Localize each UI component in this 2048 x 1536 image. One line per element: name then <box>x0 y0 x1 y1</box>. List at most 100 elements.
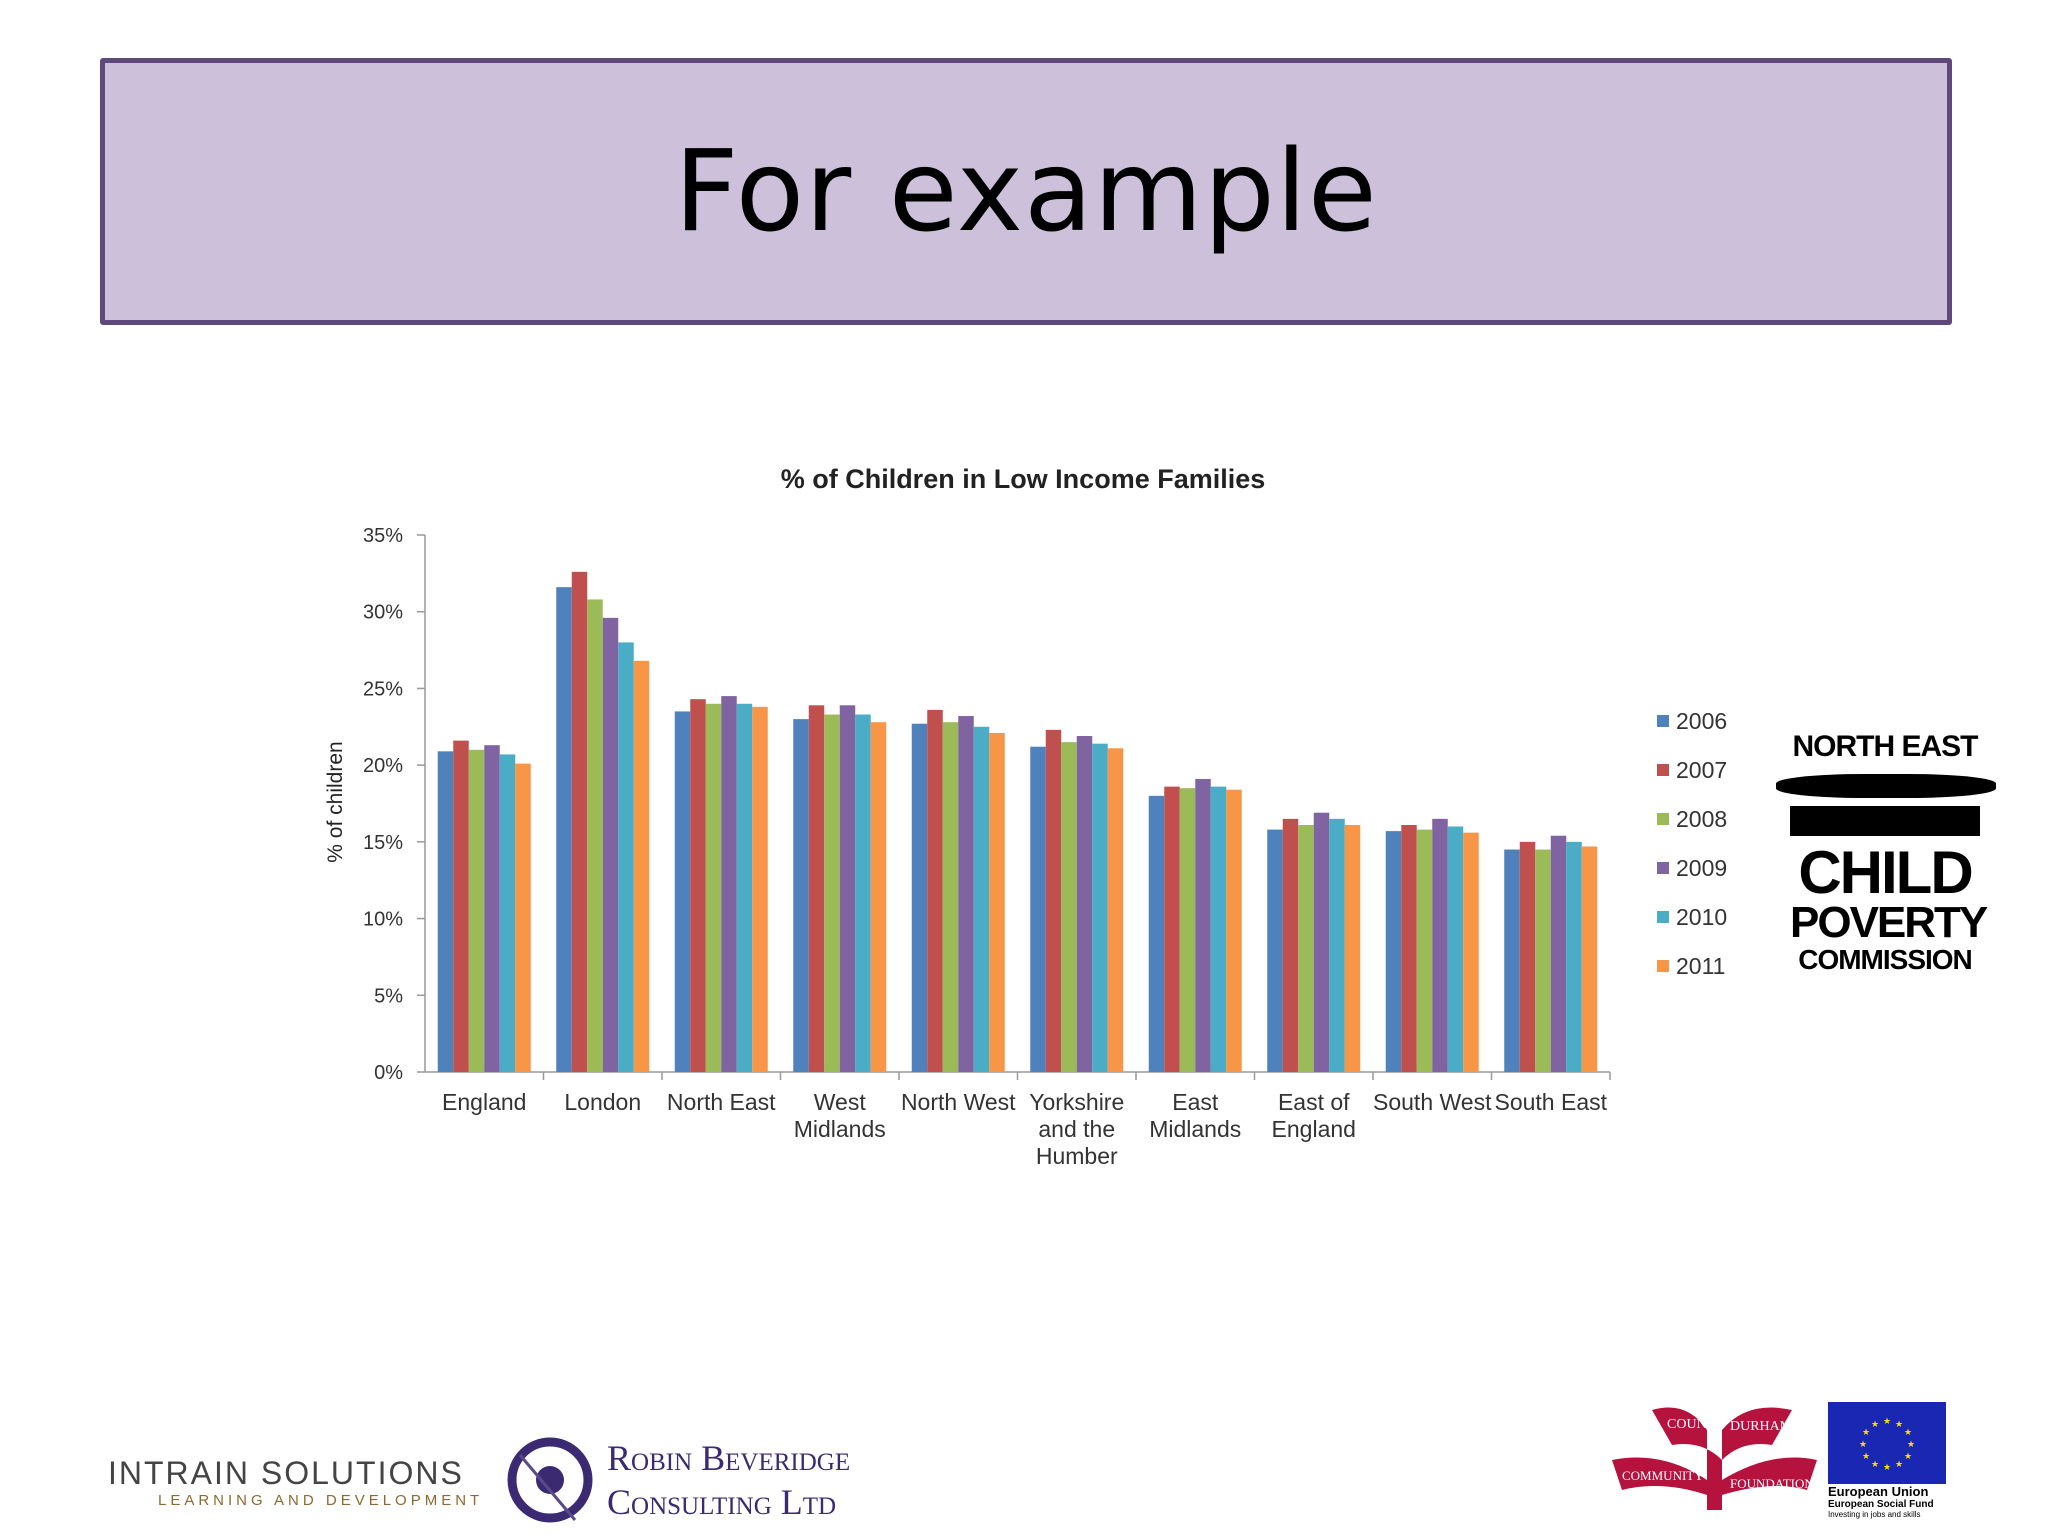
bar-2007 <box>808 705 825 1072</box>
bar-2011 <box>633 660 650 1072</box>
bar-2008 <box>1416 829 1433 1072</box>
bar-2010 <box>1447 826 1464 1072</box>
bar-2006 <box>1385 831 1402 1072</box>
bar-chart: % of Children in Low Income Families % o… <box>324 464 1727 1169</box>
eu-flag-icon: ★ ★ ★ ★ ★ ★ ★ ★ ★ ★ ★ ★ <box>1828 1402 1946 1484</box>
bar-2006 <box>556 587 572 1072</box>
bar-2006 <box>1030 746 1046 1072</box>
bar-2009 <box>1313 812 1330 1072</box>
x-tick-label: Yorkshire <box>1029 1089 1124 1115</box>
svg-text:★: ★ <box>1895 1460 1903 1470</box>
x-tick-label: North West <box>901 1089 1016 1115</box>
bar-2007 <box>1282 818 1299 1072</box>
durham-word1: COUNTY <box>1667 1417 1725 1432</box>
bar-2011 <box>1226 789 1242 1072</box>
bar-2006 <box>1504 849 1520 1072</box>
robin-beveridge-logo: Robin Beveridge Consulting Ltd <box>505 1435 850 1525</box>
bar-2006 <box>674 711 691 1072</box>
north-east-child-poverty-commission-logo: NORTH EAST CHILD POVERTY COMMISSION <box>1776 730 1996 976</box>
bar-2007 <box>453 740 469 1072</box>
x-tick-label: South West <box>1373 1089 1492 1115</box>
legend-label: 2007 <box>1676 757 1727 783</box>
bar-2009 <box>839 705 856 1072</box>
svg-text:★: ★ <box>1862 1452 1870 1462</box>
x-tick-label: Midlands <box>1149 1116 1241 1142</box>
x-tick-labels: England London North East WestMidlandsNorth… <box>442 1089 1608 1169</box>
svg-text:★: ★ <box>1895 1420 1903 1430</box>
bar-2011 <box>870 722 887 1072</box>
x-tick-label: North East <box>667 1089 776 1115</box>
y-tick-label: 35% <box>363 525 403 547</box>
bar-2008 <box>1179 788 1196 1072</box>
eu-logo-line1: European Union <box>1828 1484 1929 1499</box>
bar-2010 <box>618 642 634 1072</box>
legend-label: 2006 <box>1676 708 1727 734</box>
bar-2007 <box>1164 786 1180 1072</box>
x-tick-label: England <box>442 1089 526 1115</box>
legend-label: 2010 <box>1676 904 1727 930</box>
bar-2010 <box>499 754 516 1072</box>
bar-2008 <box>1535 849 1551 1072</box>
legend-swatch <box>1657 715 1669 727</box>
x-tick-label: West <box>814 1089 867 1115</box>
bar-2010 <box>973 726 990 1072</box>
svg-text:★: ★ <box>1883 1463 1891 1473</box>
x-tick-label: England <box>1272 1116 1356 1142</box>
x-tick-label: London <box>564 1089 641 1115</box>
npc-logo-line4: COMMISSION <box>1798 944 1973 975</box>
bar-2009 <box>721 696 737 1072</box>
y-tick-label: 5% <box>374 985 403 1007</box>
bar-2007 <box>1045 729 1062 1072</box>
bar-2007 <box>927 709 943 1072</box>
durham-logo-graphic: COUNTY DURHAM COMMUNITY FOUNDATION <box>1612 1407 1817 1510</box>
bar-2011 <box>1463 832 1479 1072</box>
bar-2008 <box>824 714 840 1072</box>
x-tick-label: Humber <box>1036 1143 1118 1169</box>
npc-logo-bar <box>1790 806 1980 836</box>
bar-2007 <box>1519 841 1536 1072</box>
bar-2011 <box>515 763 531 1072</box>
y-axis-label: % of children <box>324 741 347 862</box>
svg-text:★: ★ <box>1859 1440 1867 1450</box>
bar-2006 <box>1267 829 1283 1072</box>
intrain-solutions-logo: INTRAIN SOLUTIONS LEARNING AND DEVELOPME… <box>108 1455 483 1509</box>
robin-logo-line1: Robin Beveridge <box>607 1438 851 1478</box>
svg-text:★: ★ <box>1862 1428 1870 1438</box>
svg-text:★: ★ <box>1883 1417 1891 1427</box>
bar-2009 <box>958 716 974 1072</box>
svg-text:★: ★ <box>1871 1420 1879 1430</box>
legend-swatch <box>1657 813 1669 825</box>
durham-word2: DURHAM <box>1730 1419 1793 1434</box>
y-tick-label: 30% <box>363 602 403 624</box>
legend-swatch <box>1657 764 1669 776</box>
slide-title: For example <box>674 126 1378 257</box>
bar-2009 <box>1076 735 1093 1072</box>
x-tick-label: and the <box>1038 1116 1115 1142</box>
legend-swatch <box>1657 911 1669 923</box>
x-tick-label: Midlands <box>794 1116 886 1142</box>
bar-2008 <box>1061 742 1077 1072</box>
y-tick-label: 0% <box>374 1062 403 1084</box>
bar-2006 <box>1148 795 1165 1072</box>
npc-logo-line3: POVERTY <box>1790 898 1988 947</box>
svg-text:★: ★ <box>1907 1440 1915 1450</box>
legend-label: 2011 <box>1676 953 1725 979</box>
robin-swirl-icon <box>507 1437 593 1523</box>
svg-text:★: ★ <box>1904 1428 1912 1438</box>
legend-swatch <box>1657 862 1669 874</box>
intrain-logo-main: INTRAIN SOLUTIONS <box>108 1455 464 1491</box>
bar-2006 <box>793 719 809 1072</box>
durham-word3: COMMUNITY <box>1622 1468 1704 1483</box>
bar-2009 <box>1550 835 1567 1072</box>
svg-text:★: ★ <box>1871 1460 1879 1470</box>
bars <box>437 571 1598 1072</box>
legend-label: 2009 <box>1676 855 1727 881</box>
npc-logo-brush-stroke <box>1776 774 1996 798</box>
eu-logo-line3: Investing in jobs and skills <box>1828 1510 1921 1519</box>
bar-2010 <box>1092 743 1108 1072</box>
x-tick-label: East <box>1172 1089 1219 1115</box>
x-tick-label: South East <box>1494 1089 1607 1115</box>
x-tick-label: East of <box>1278 1089 1350 1115</box>
bar-2008 <box>587 599 603 1072</box>
bar-2010 <box>1566 841 1582 1072</box>
